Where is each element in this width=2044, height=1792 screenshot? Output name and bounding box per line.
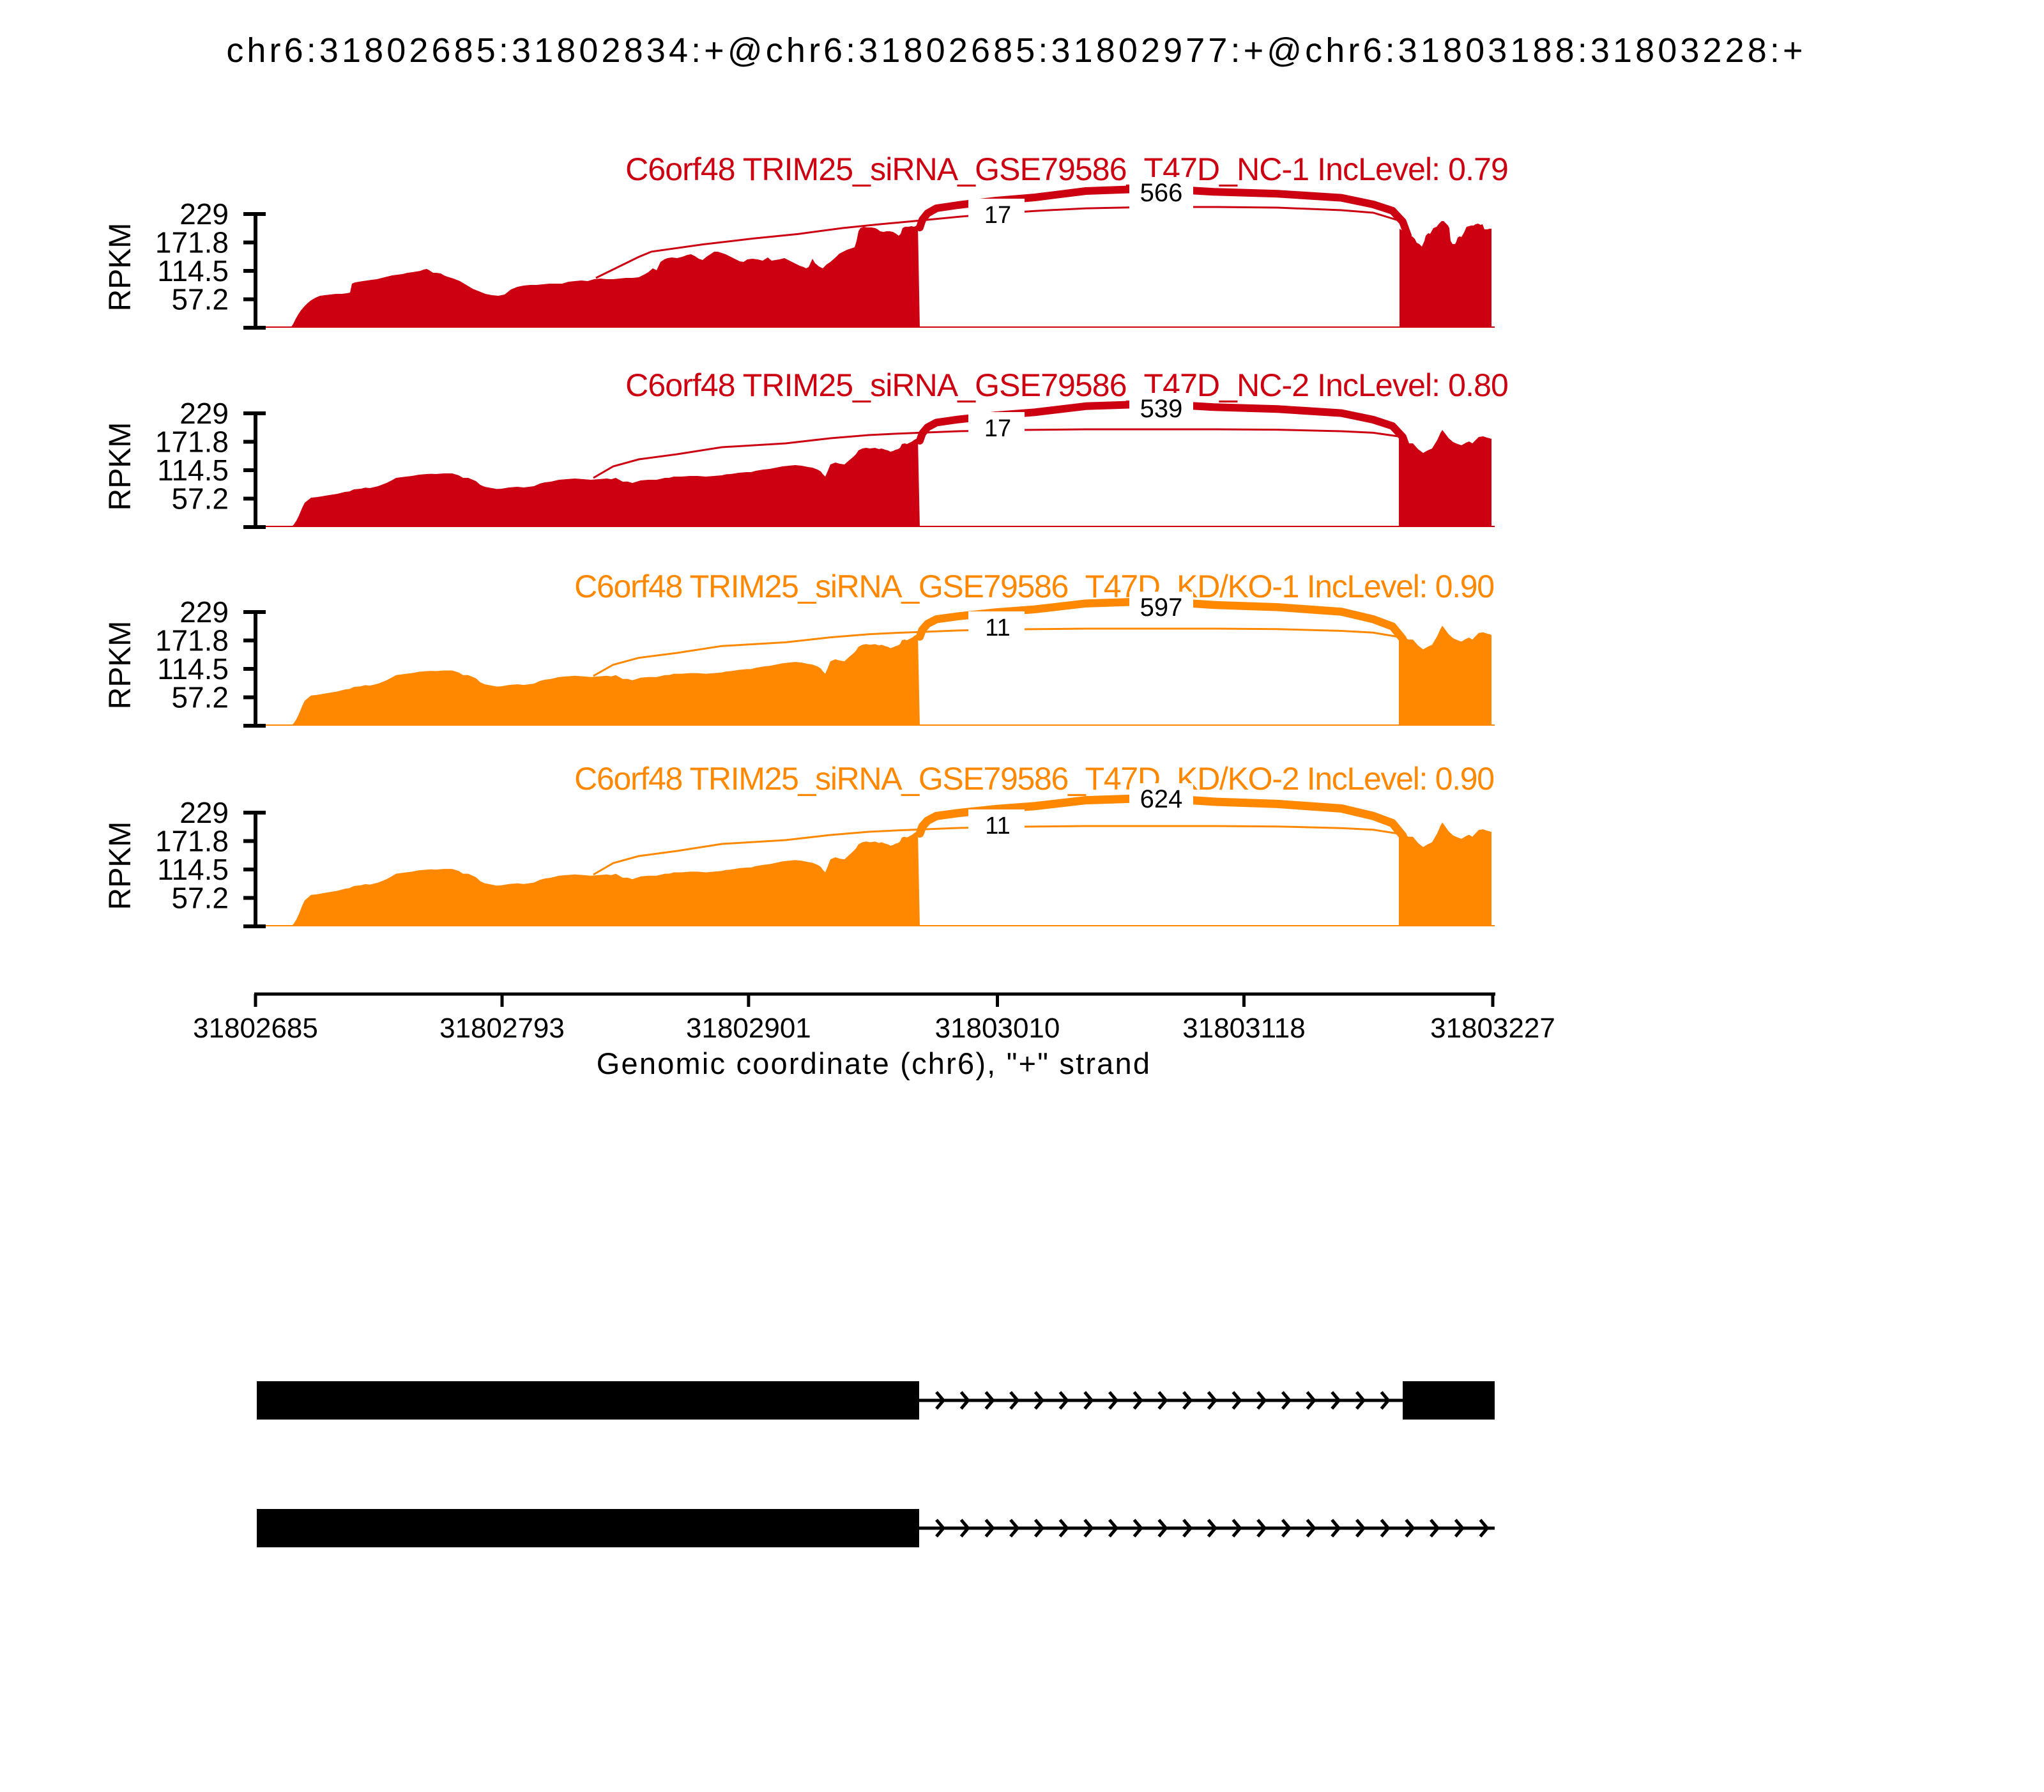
svg-text:C6orf48 TRIM25_siRNA_GSE79586_: C6orf48 TRIM25_siRNA_GSE79586_T47D_KD/KO… (574, 761, 1494, 797)
svg-text:11: 11 (985, 813, 1010, 839)
svg-text:539: 539 (1140, 395, 1183, 423)
svg-text:C6orf48 TRIM25_siRNA_GSE79586_: C6orf48 TRIM25_siRNA_GSE79586_T47D_KD/KO… (574, 569, 1494, 604)
svg-text:229: 229 (179, 397, 229, 430)
svg-text:171.8: 171.8 (155, 226, 229, 259)
svg-text:114.5: 114.5 (157, 454, 229, 487)
svg-text:chr6:31802685:31802834:+@chr6:: chr6:31802685:31802834:+@chr6:31802685:3… (226, 31, 1806, 70)
svg-text:229: 229 (179, 796, 229, 829)
svg-text:31802793: 31802793 (439, 1013, 565, 1044)
svg-text:171.8: 171.8 (155, 425, 229, 459)
svg-text:57.2: 57.2 (171, 681, 229, 714)
svg-text:31803010: 31803010 (935, 1013, 1060, 1044)
svg-text:31802901: 31802901 (686, 1013, 811, 1044)
svg-text:114.5: 114.5 (157, 652, 229, 685)
svg-text:597: 597 (1140, 594, 1183, 622)
svg-text:229: 229 (179, 197, 229, 231)
svg-text:171.8: 171.8 (155, 624, 229, 657)
svg-text:RPKM: RPKM (103, 822, 137, 910)
svg-text:Genomic coordinate (chr6), "+": Genomic coordinate (chr6), "+" strand (597, 1046, 1151, 1080)
svg-text:RPKM: RPKM (103, 422, 137, 511)
svg-text:31803227: 31803227 (1430, 1013, 1555, 1044)
svg-text:57.2: 57.2 (171, 882, 229, 915)
svg-text:57.2: 57.2 (171, 283, 229, 316)
svg-text:31802685: 31802685 (193, 1013, 318, 1044)
svg-text:57.2: 57.2 (171, 482, 229, 516)
svg-text:C6orf48 TRIM25_siRNA_GSE79586_: C6orf48 TRIM25_siRNA_GSE79586_T47D_NC-2 … (625, 367, 1508, 403)
svg-text:566: 566 (1140, 179, 1183, 207)
svg-text:624: 624 (1140, 785, 1183, 813)
svg-text:11: 11 (985, 615, 1010, 641)
svg-text:RPKM: RPKM (103, 223, 137, 312)
svg-text:17: 17 (984, 202, 1011, 229)
svg-text:17: 17 (984, 415, 1011, 442)
svg-text:229: 229 (179, 595, 229, 629)
svg-text:114.5: 114.5 (157, 853, 229, 886)
svg-text:RPKM: RPKM (103, 621, 137, 710)
svg-text:114.5: 114.5 (157, 254, 229, 287)
svg-text:171.8: 171.8 (155, 825, 229, 858)
svg-text:C6orf48 TRIM25_siRNA_GSE79586_: C6orf48 TRIM25_siRNA_GSE79586_T47D_NC-1 … (625, 151, 1508, 187)
svg-text:31803118: 31803118 (1182, 1013, 1306, 1044)
